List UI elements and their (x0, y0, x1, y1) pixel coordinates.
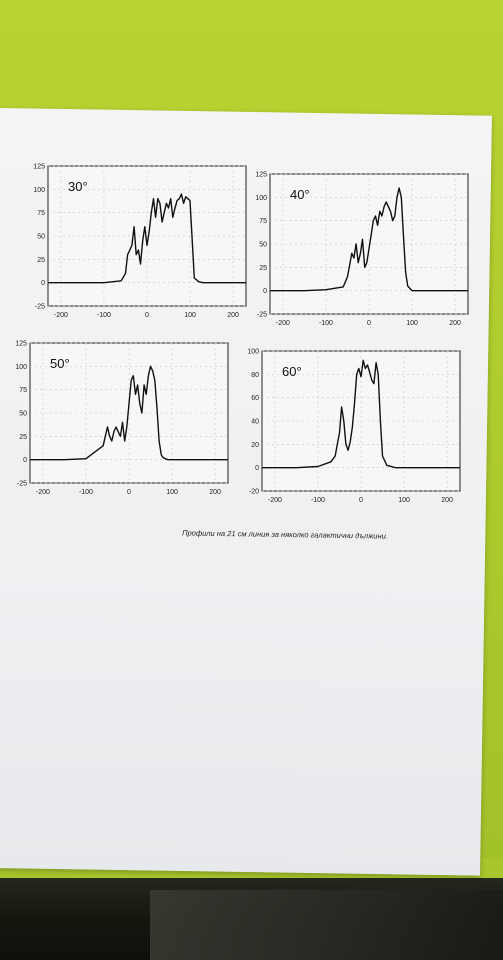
chart-svg: -25 0 25 50 75 100 125 -200 -100 0 100 200 40° (255, 172, 469, 327)
y-tick-label: 0 (263, 288, 267, 295)
y-tick-label: -25 (257, 312, 267, 319)
y-tick-label: -25 (17, 481, 27, 488)
chart-svg: -25 0 25 50 75 100 125 -200 -100 0 100 200 50° (15, 341, 229, 496)
y-tick-label: 20 (251, 442, 259, 449)
y-tick-label: 25 (37, 257, 45, 264)
x-tick-label: -100 (79, 489, 93, 496)
x-tick-label: 100 (166, 489, 178, 496)
y-tick-label: 50 (37, 234, 45, 241)
x-tick-label: 200 (449, 320, 461, 327)
x-tick-label: 100 (406, 320, 418, 327)
chart-40-deg: -25 0 25 50 75 100 125 -200 -100 0 100 200 40° (250, 168, 472, 338)
y-tick-label: 25 (259, 265, 267, 272)
y-tick-label: 125 (33, 164, 45, 171)
y-tick-label: -20 (249, 489, 259, 496)
profile-line (270, 187, 468, 292)
x-tick-label: -100 (97, 312, 111, 319)
x-tick-label: 0 (145, 312, 149, 319)
x-tick-label: 0 (127, 489, 131, 496)
chart-30-deg: -25 0 25 50 75 100 125 -200 -100 0 100 200 30° (28, 160, 250, 330)
y-tick-label: 75 (19, 387, 27, 394)
y-tick-label: 0 (41, 280, 45, 287)
dark-fabric (150, 890, 503, 960)
y-tick-label: -25 (35, 304, 45, 311)
x-tick-label: -200 (276, 320, 290, 327)
y-tick-label: 100 (15, 364, 27, 371)
y-tick-label: 75 (37, 210, 45, 217)
y-tick-label: 25 (19, 434, 27, 441)
x-tick-label: -100 (311, 497, 325, 504)
profile-line (262, 359, 460, 469)
y-tick-label: 100 (247, 349, 259, 356)
chart-60-deg: -20 0 20 40 60 80 100 -200 -100 0 100 200 60° (242, 345, 464, 515)
y-tick-label: 50 (259, 242, 267, 249)
x-tick-label: 200 (441, 497, 453, 504)
x-tick-label: 100 (398, 497, 410, 504)
y-tick-label: 40 (251, 419, 259, 426)
x-tick-label: -200 (54, 312, 68, 319)
x-tick-label: -200 (36, 489, 50, 496)
y-tick-label: 80 (251, 372, 259, 379)
x-tick-label: 100 (184, 312, 196, 319)
profile-line (30, 365, 228, 461)
y-tick-label: 125 (15, 341, 27, 348)
chart-50-deg: -25 0 25 50 75 100 125 -200 -100 0 100 200 50° (10, 337, 232, 507)
angle-label: 30° (68, 179, 88, 194)
y-tick-label: 50 (19, 411, 27, 418)
y-tick-label: 75 (259, 218, 267, 225)
y-tick-label: 125 (255, 172, 267, 179)
y-tick-label: 100 (255, 195, 267, 202)
x-tick-label: -200 (268, 497, 282, 504)
y-tick-label: 100 (33, 187, 45, 194)
profile-line (48, 193, 246, 284)
y-tick-label: 0 (23, 457, 27, 464)
angle-label: 60° (282, 364, 302, 379)
angle-label: 40° (290, 187, 310, 202)
x-tick-label: 200 (227, 312, 239, 319)
y-tick-label: 0 (255, 465, 259, 472)
x-tick-label: 0 (359, 497, 363, 504)
chart-svg: -25 0 25 50 75 100 125 -200 -100 0 100 200 30° (33, 164, 247, 319)
x-tick-label: 0 (367, 320, 371, 327)
y-tick-label: 60 (251, 395, 259, 402)
x-tick-label: 200 (209, 489, 221, 496)
x-tick-label: -100 (319, 320, 333, 327)
angle-label: 50° (50, 356, 70, 371)
